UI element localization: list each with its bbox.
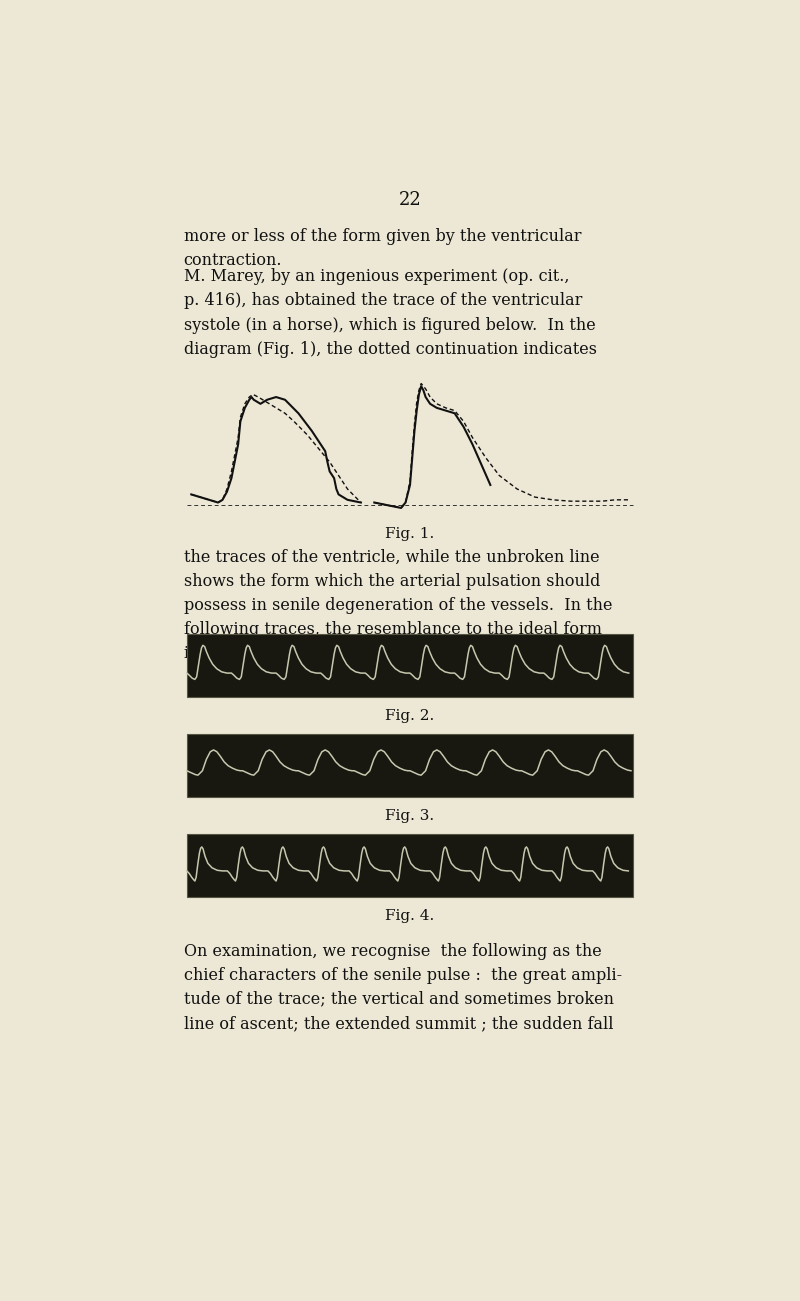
Text: Fig. 3.: Fig. 3.	[386, 809, 434, 824]
Bar	[187, 834, 634, 898]
Text: Fig. 1.: Fig. 1.	[386, 527, 434, 541]
Text: On examination, we recognise  the following as the
chief characters of the senil: On examination, we recognise the followi…	[184, 942, 622, 1032]
Text: 22: 22	[398, 191, 422, 209]
Text: the traces of the ventricle, while the unbroken line
shows the form which the ar: the traces of the ventricle, while the u…	[184, 549, 612, 662]
Text: M. Marey, by an ingenious experiment (op. cit.,
p. 416), has obtained the trace : M. Marey, by an ingenious experiment (op…	[184, 268, 597, 358]
Text: Fig. 2.: Fig. 2.	[386, 709, 434, 723]
Text: Fig. 4.: Fig. 4.	[386, 909, 434, 924]
Bar	[187, 634, 634, 697]
Text: more or less of the form given by the ventricular
contraction.: more or less of the form given by the ve…	[184, 228, 581, 269]
Bar	[187, 734, 634, 798]
